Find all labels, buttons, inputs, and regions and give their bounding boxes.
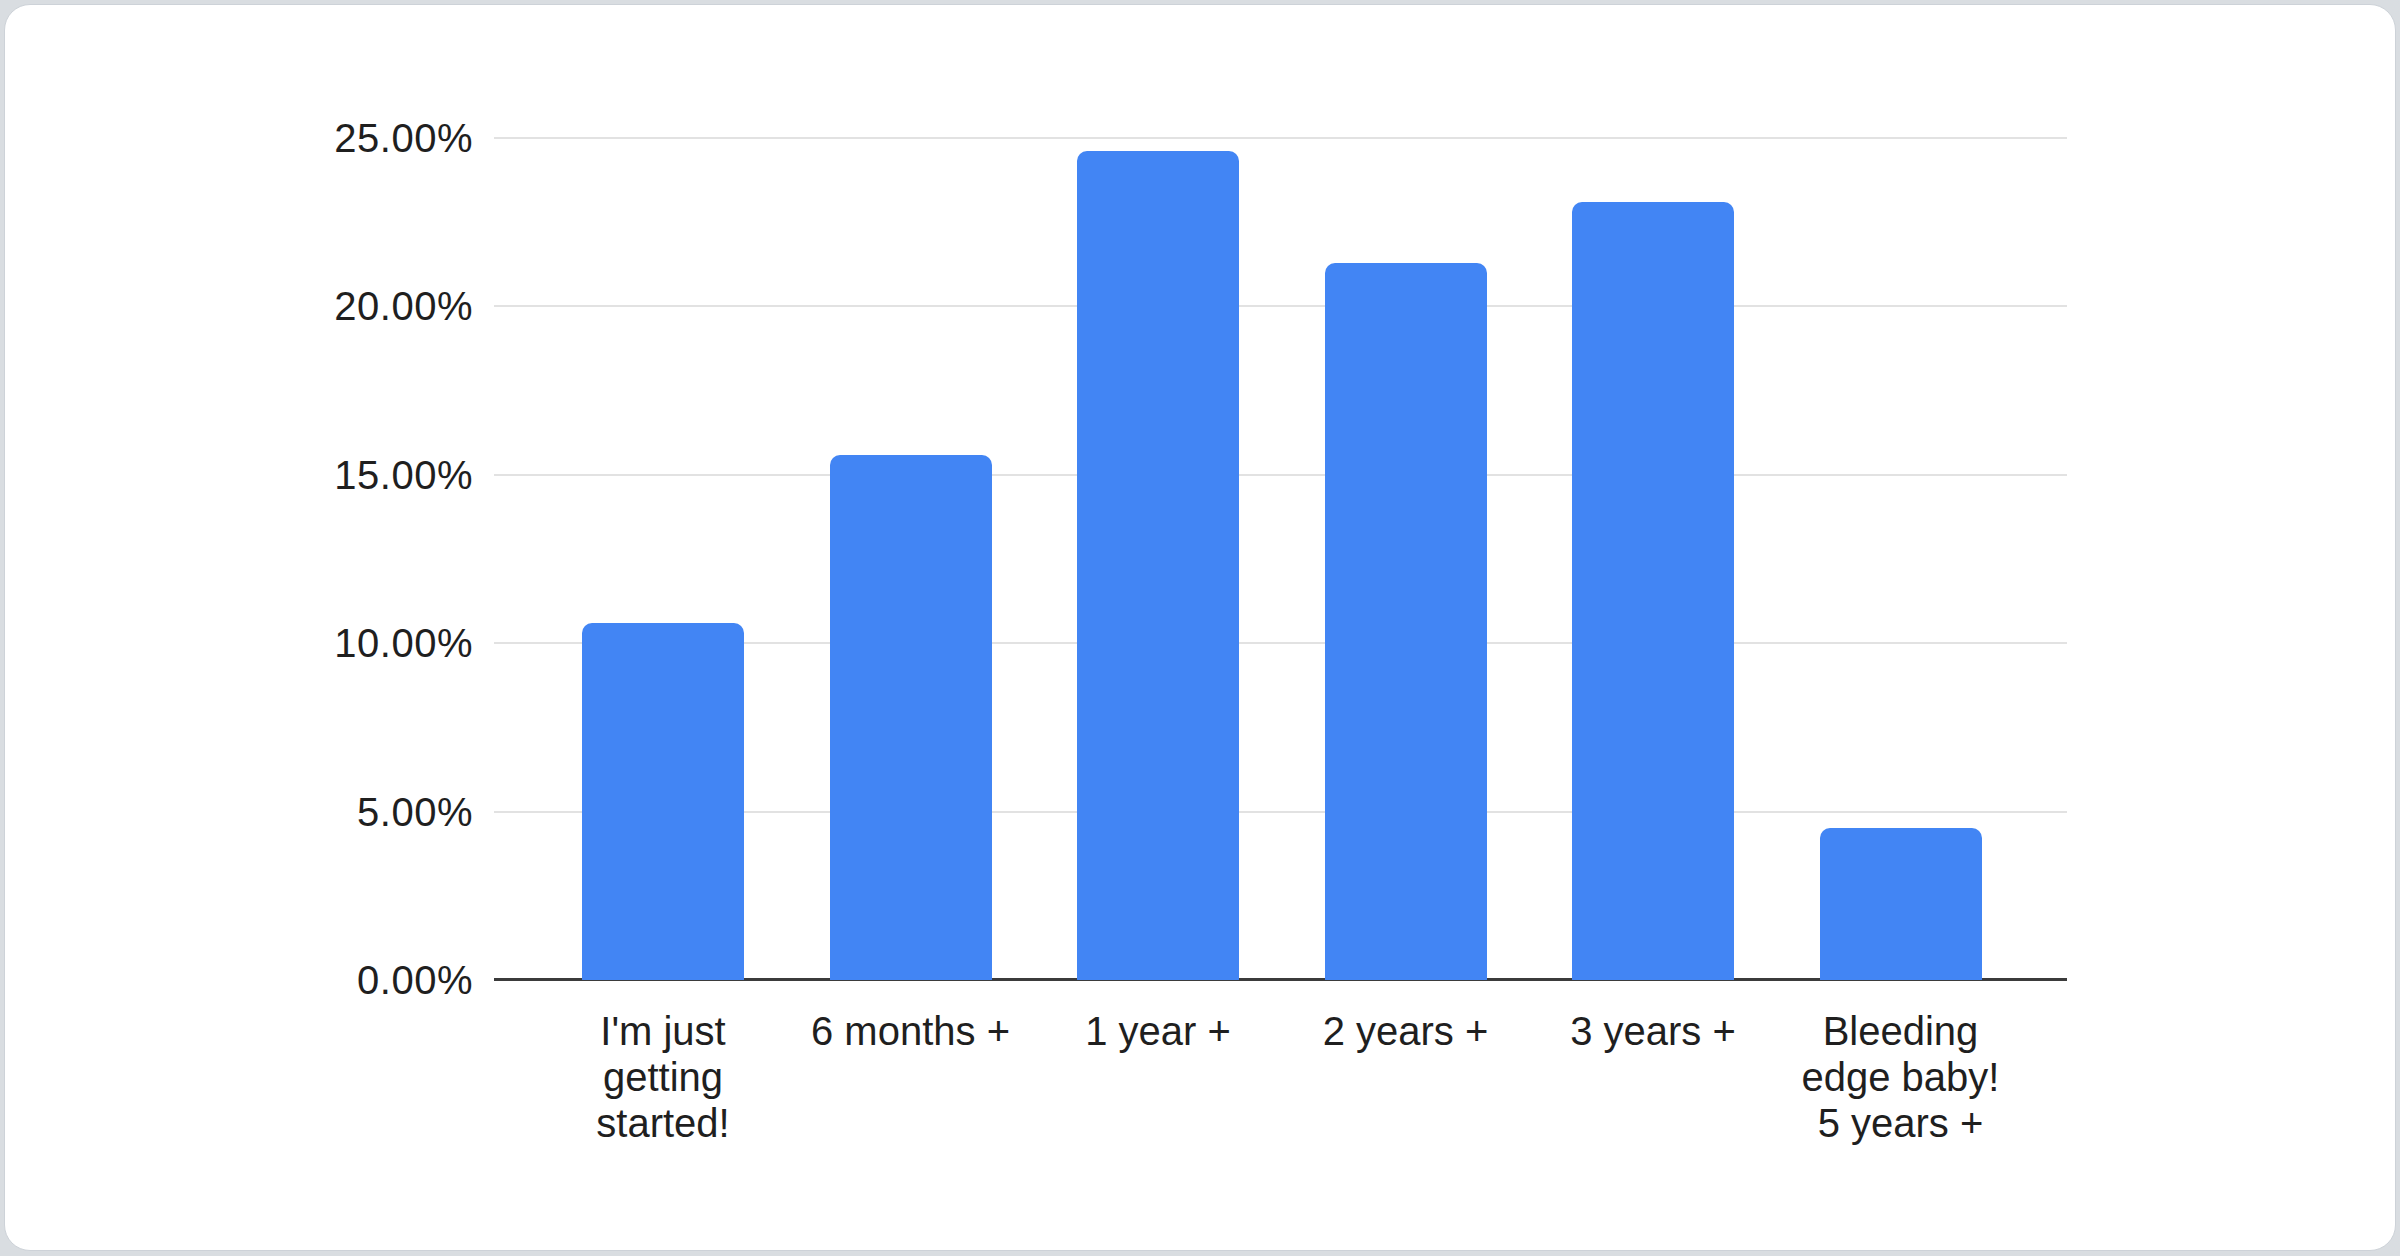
bar-3[interactable] <box>1077 151 1239 980</box>
x-axis-category-label: Bleeding edge baby! 5 years + <box>1691 1008 2111 1146</box>
bar-4[interactable] <box>1325 263 1487 980</box>
y-axis-tick-label: 5.00% <box>173 789 473 834</box>
y-axis-tick-label: 10.00% <box>173 621 473 666</box>
bar-2[interactable] <box>830 455 992 980</box>
y-axis-tick-label: 20.00% <box>173 284 473 329</box>
bar-1[interactable] <box>582 623 744 980</box>
y-axis-tick-label: 0.00% <box>173 958 473 1003</box>
y-axis-tick-label: 15.00% <box>173 452 473 497</box>
y-axis-tick-label: 25.00% <box>173 116 473 161</box>
y-gridline <box>494 305 2067 307</box>
bar-chart: 0.00%5.00%10.00%15.00%20.00%25.00%I'm ju… <box>0 0 2400 1256</box>
y-gridline <box>494 137 2067 139</box>
bar-6[interactable] <box>1820 828 1982 980</box>
y-gridline <box>494 474 2067 476</box>
bar-5[interactable] <box>1572 202 1734 980</box>
